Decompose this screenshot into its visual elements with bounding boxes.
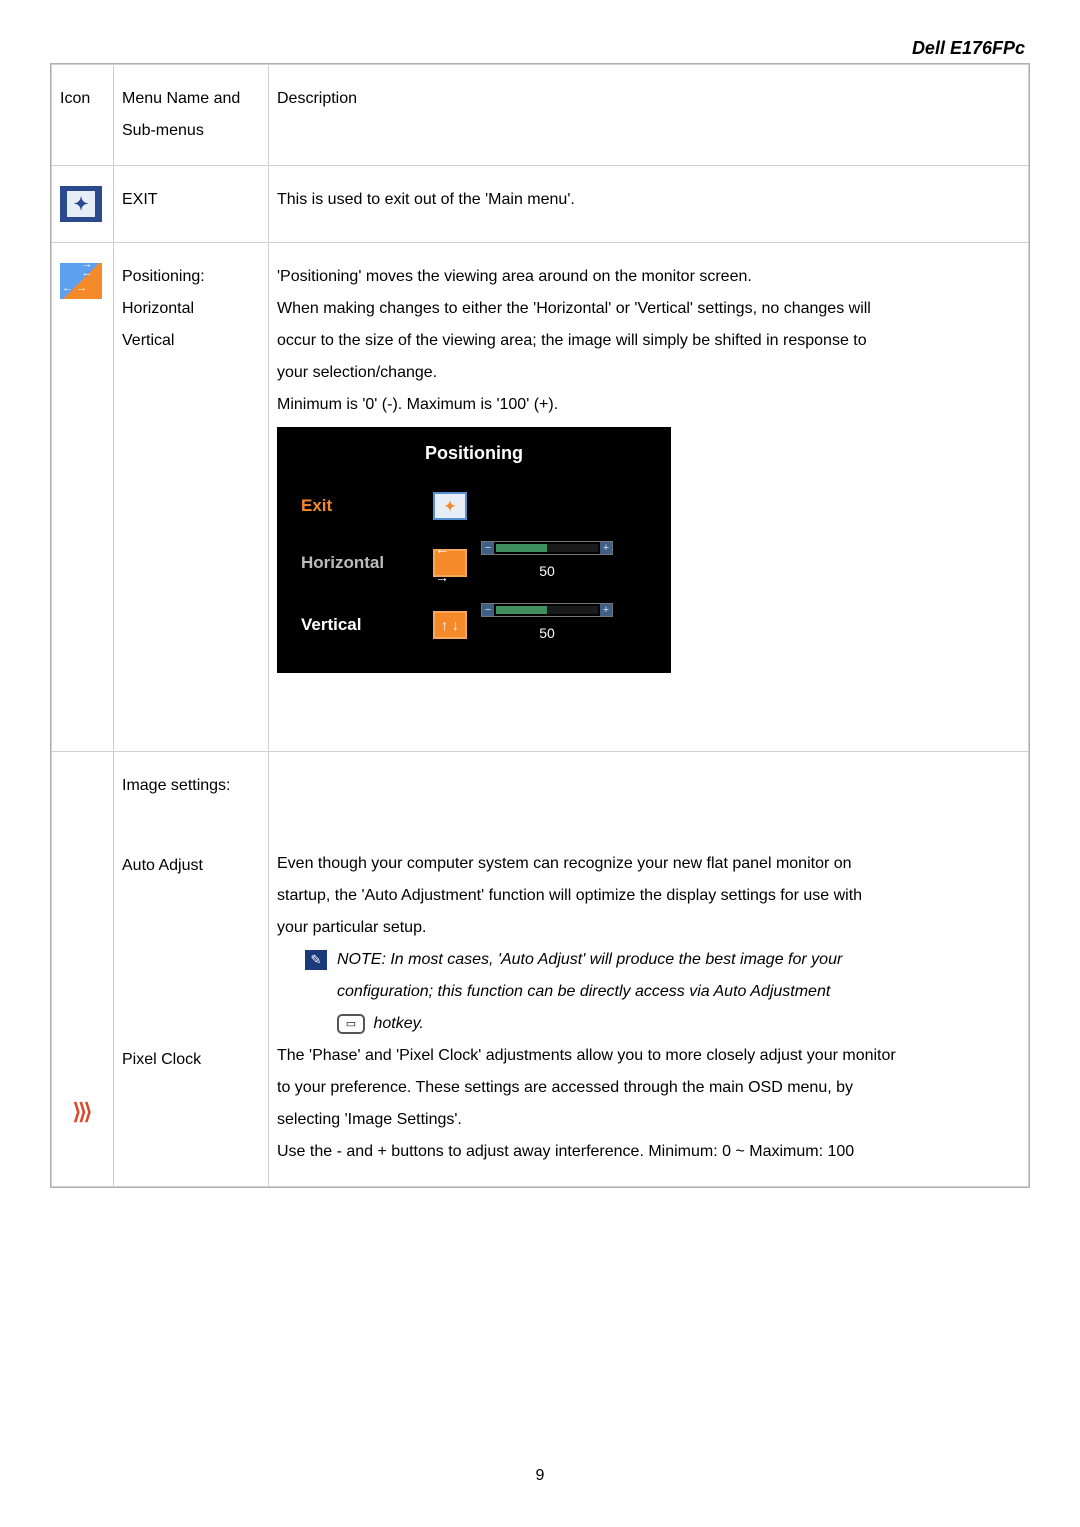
osd-horizontal-slider: −+ 50 bbox=[481, 541, 613, 585]
col-header-icon: Icon bbox=[52, 65, 114, 166]
pixel-clock-desc-line: selecting 'Image Settings'. bbox=[277, 1104, 1020, 1136]
image-settings-menu-col: Image settings: Auto Adjust Pixel Clock bbox=[114, 752, 269, 1187]
osd-title: Positioning bbox=[277, 427, 671, 481]
auto-adjust-menu: Auto Adjust bbox=[122, 850, 260, 882]
pixel-clock-menu: Pixel Clock bbox=[122, 1044, 260, 1076]
pixel-clock-desc-line: to your preference. These settings are a… bbox=[277, 1072, 1020, 1104]
auto-adjust-desc-line: your particular setup. bbox=[277, 912, 1020, 944]
positioning-menu-line: Horizontal bbox=[122, 293, 260, 325]
positioning-desc-line: occur to the size of the viewing area; t… bbox=[277, 325, 1020, 357]
positioning-menu-line: Positioning: bbox=[122, 261, 260, 293]
exit-menu-name: EXIT bbox=[114, 166, 269, 243]
note-line: configuration; this function can be dire… bbox=[337, 976, 842, 1008]
positioning-menu-line: Vertical bbox=[122, 325, 260, 357]
note-hotkey-line: ▭ hotkey. bbox=[337, 1008, 842, 1040]
positioning-icon bbox=[60, 263, 104, 301]
table-header-row: Icon Menu Name and Sub-menus Description bbox=[52, 65, 1029, 166]
product-header: Dell E176FPc bbox=[0, 0, 1080, 63]
positioning-desc-line: Minimum is '0' (-). Maximum is '100' (+)… bbox=[277, 389, 1020, 421]
osd-exit-label: Exit bbox=[301, 489, 419, 523]
note-icon: ✎ bbox=[305, 950, 327, 970]
auto-adjust-note: ✎ NOTE: In most cases, 'Auto Adjust' wil… bbox=[277, 944, 1020, 1040]
auto-adjust-desc-line: Even though your computer system can rec… bbox=[277, 848, 1020, 880]
col-header-menu: Menu Name and Sub-menus bbox=[114, 65, 269, 166]
pixel-clock-icon: ⟩⟩⟩ bbox=[60, 1094, 104, 1132]
row-positioning: Positioning: Horizontal Vertical 'Positi… bbox=[52, 243, 1029, 752]
pixel-clock-desc-line: Use the - and + buttons to adjust away i… bbox=[277, 1136, 1020, 1168]
osd-horizontal-label: Horizontal bbox=[301, 546, 419, 580]
osd-horizontal-value: 50 bbox=[539, 557, 555, 585]
menu-description-table: Icon Menu Name and Sub-menus Description… bbox=[50, 63, 1030, 1188]
hotkey-icon: ▭ bbox=[337, 1014, 365, 1034]
auto-adjust-desc-line: startup, the 'Auto Adjustment' function … bbox=[277, 880, 1020, 912]
note-tail: hotkey. bbox=[373, 1015, 423, 1032]
positioning-menu-name: Positioning: Horizontal Vertical bbox=[114, 243, 269, 752]
exit-icon: ✦ bbox=[60, 186, 104, 224]
osd-positioning-panel: Positioning Exit ✦ Horizontal ← → −+ 50 … bbox=[277, 427, 671, 673]
positioning-desc: 'Positioning' moves the viewing area aro… bbox=[269, 243, 1029, 752]
pixel-clock-desc-line: The 'Phase' and 'Pixel Clock' adjustment… bbox=[277, 1040, 1020, 1072]
positioning-desc-line: your selection/change. bbox=[277, 357, 1020, 389]
image-settings-header: Image settings: bbox=[122, 770, 260, 802]
osd-exit-icon: ✦ bbox=[433, 492, 467, 520]
note-line: NOTE: In most cases, 'Auto Adjust' will … bbox=[337, 944, 842, 976]
image-settings-desc-col: Even though your computer system can rec… bbox=[269, 752, 1029, 1187]
osd-vertical-slider: −+ 50 bbox=[481, 603, 613, 647]
col-header-desc: Description bbox=[269, 65, 1029, 166]
row-exit: ✦ EXIT This is used to exit out of the '… bbox=[52, 166, 1029, 243]
osd-vertical-arrows-icon: ↑ ↓ bbox=[433, 611, 467, 639]
page-number: 9 bbox=[0, 1467, 1080, 1485]
positioning-desc-line: When making changes to either the 'Horiz… bbox=[277, 293, 1020, 325]
positioning-desc-line: 'Positioning' moves the viewing area aro… bbox=[277, 261, 1020, 293]
osd-vertical-label: Vertical bbox=[301, 608, 419, 642]
osd-horizontal-arrows-icon: ← → bbox=[433, 549, 467, 577]
osd-vertical-value: 50 bbox=[539, 619, 555, 647]
row-image-settings: ⟩⟩⟩ Image settings: Auto Adjust Pixel Cl… bbox=[52, 752, 1029, 1187]
exit-desc: This is used to exit out of the 'Main me… bbox=[269, 166, 1029, 243]
